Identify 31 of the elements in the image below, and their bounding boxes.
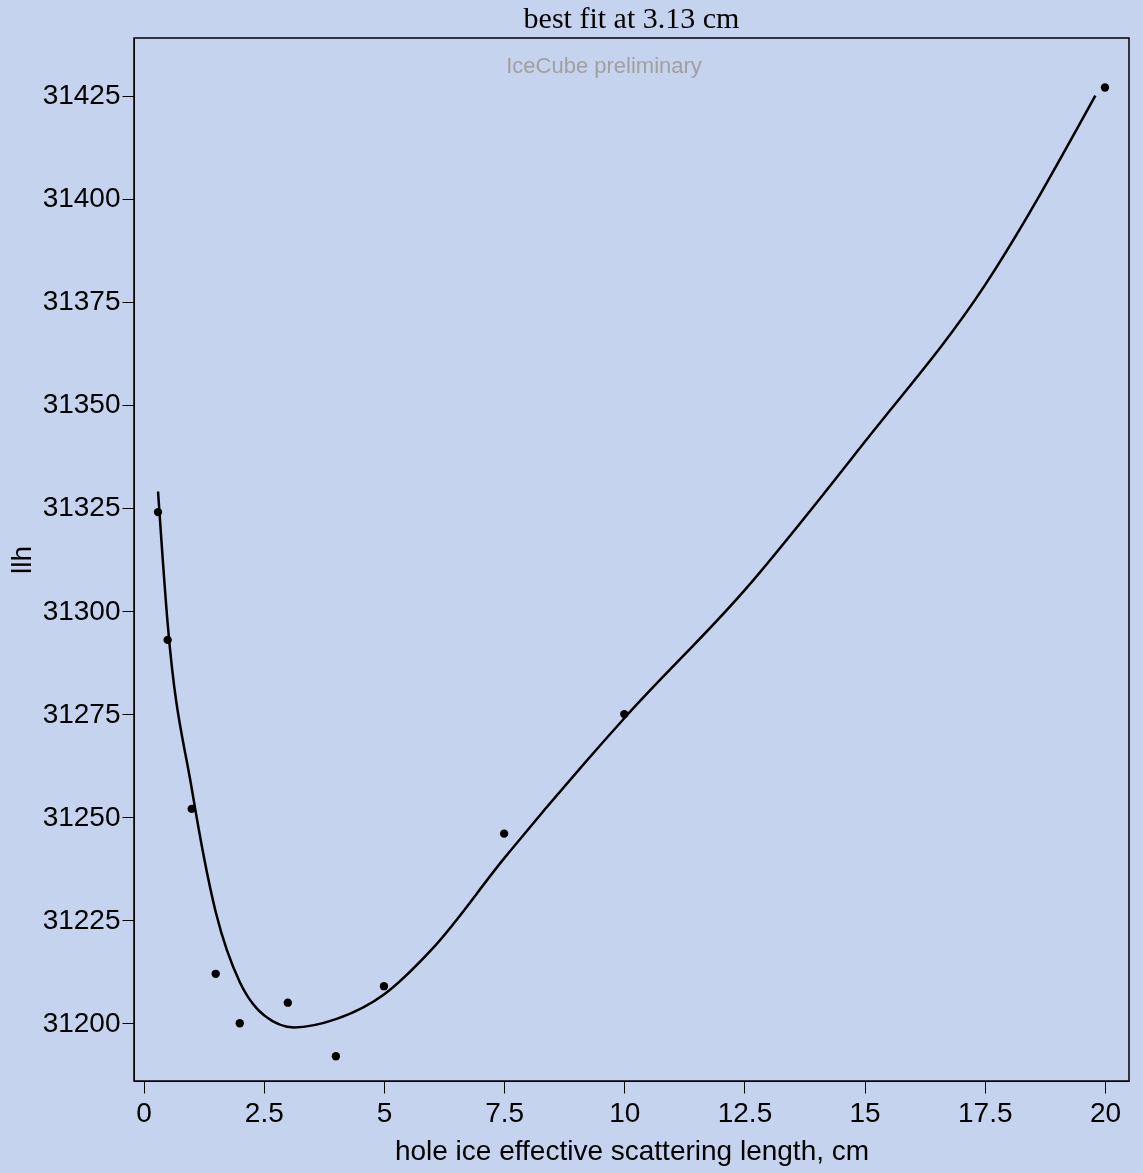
point [331, 1052, 341, 1061]
y-tick-label: 31400 [42, 182, 121, 214]
x-tick-label: 5 [376, 1096, 393, 1128]
point [379, 982, 389, 991]
annotation: IceCube preliminary [506, 53, 702, 78]
line-series [156, 94, 1097, 1029]
point [211, 969, 220, 978]
x-tick-label: 2.5 [244, 1096, 284, 1128]
point [283, 998, 292, 1007]
y-axis-title: llh [5, 545, 37, 575]
x-tick-label: 7.5 [485, 1096, 525, 1128]
y-tick-label: 31200 [42, 1006, 121, 1038]
y-tick-label: 31375 [42, 285, 121, 317]
chart-title: best fit at 3.13 cm [523, 1, 740, 34]
y-tick-label: 31225 [42, 903, 121, 935]
point [1100, 83, 1110, 92]
x-tick-label: 12.5 [717, 1096, 773, 1128]
y-tick-label: 31275 [42, 697, 121, 729]
x-axis-title: hole ice effective scattering length, cm [394, 1134, 870, 1166]
y-tick-label: 31250 [42, 800, 121, 832]
y-tick-label: 31300 [42, 594, 121, 626]
y-tick-label: 31350 [42, 388, 121, 420]
x-tick-label: 0 [136, 1096, 152, 1128]
x-tick-label: 10 [609, 1096, 641, 1128]
point [235, 1019, 244, 1028]
y-tick-label: 31325 [42, 491, 121, 523]
x-tick-label: 20 [1089, 1096, 1122, 1128]
x-tick-label: 15 [849, 1096, 881, 1128]
x-tick-label: 17.5 [958, 1096, 1013, 1128]
point [499, 829, 509, 838]
y-tick-label: 31425 [42, 79, 121, 111]
